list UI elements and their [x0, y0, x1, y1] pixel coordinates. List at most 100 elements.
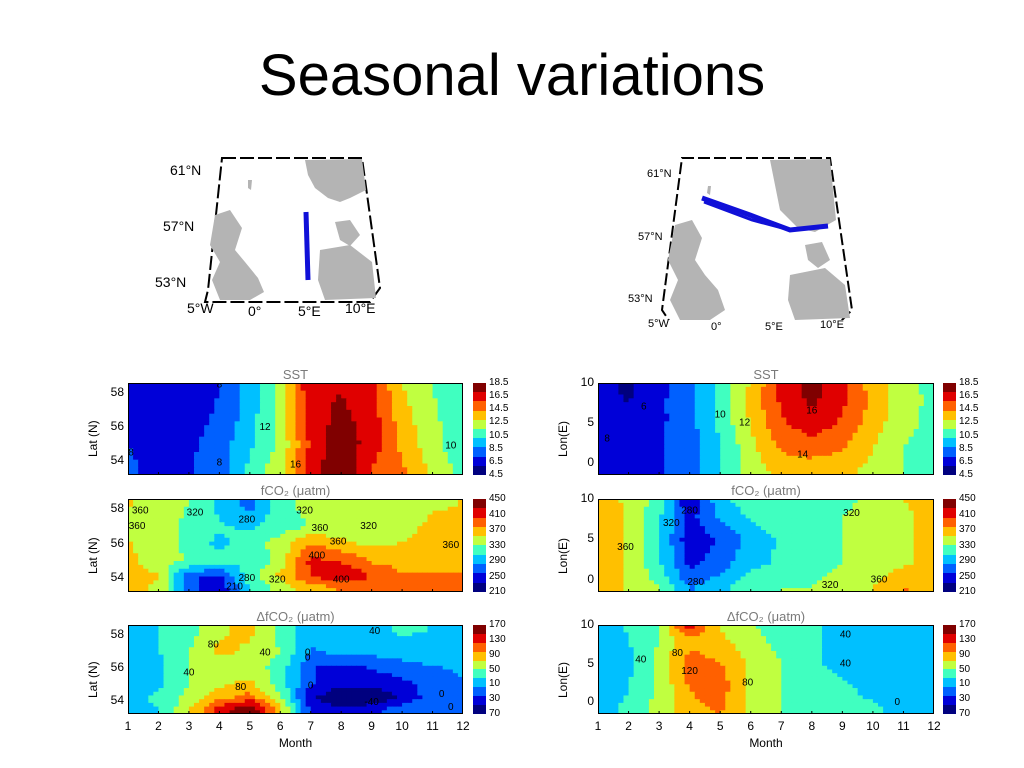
heatmap-cell [816, 413, 823, 419]
heatmap-cell [381, 514, 388, 519]
heatmap-cell [397, 440, 403, 445]
heatmap-cell [689, 406, 696, 411]
heatmap-cell [138, 533, 144, 539]
heatmap-cell [628, 448, 635, 453]
heatmap-cell [173, 429, 180, 434]
heatmap-cell [234, 463, 241, 468]
heatmap-cell [285, 452, 292, 457]
heatmap-cell [771, 467, 777, 472]
heatmap-cell [193, 406, 200, 411]
heatmap-cell [193, 402, 200, 407]
heatmap-cell [214, 588, 220, 592]
heatmap-cell [275, 459, 281, 465]
heatmap-cell [341, 553, 347, 558]
heatmap-cell [295, 448, 302, 453]
heatmap-cell [356, 452, 363, 457]
heatmap-cell [694, 386, 701, 392]
heatmap-cell [234, 549, 241, 554]
heatmap-cell [847, 409, 854, 415]
heatmap-cell [351, 541, 358, 547]
heatmap-cell [163, 459, 170, 465]
heatmap-cell [811, 471, 818, 475]
heatmap-cell [371, 526, 378, 531]
heatmap-cell [796, 409, 803, 415]
left-sst-ylabel: Lat (N) [86, 420, 100, 457]
heatmap-cell [432, 576, 439, 581]
heatmap-cell [310, 533, 317, 539]
heatmap-cell [188, 545, 195, 550]
heatmap-cell [397, 436, 403, 442]
heatmap-cell [290, 444, 297, 449]
heatmap-cell [628, 402, 635, 407]
heatmap-cell [143, 409, 149, 415]
heatmap-cell [219, 506, 226, 512]
heatmap-cell [295, 545, 302, 550]
heatmap-cell [923, 421, 930, 426]
heatmap-cell [893, 429, 899, 434]
heatmap-cell [254, 530, 261, 535]
heatmap-cell [750, 402, 757, 407]
norway-land [305, 159, 366, 202]
heatmap-cell [193, 502, 200, 508]
heatmap-cell [432, 440, 439, 445]
heatmap-cell [158, 417, 165, 422]
heatmap-cell [310, 383, 317, 388]
heatmap-cell [659, 386, 665, 392]
heatmap-cell [239, 506, 246, 512]
heatmap-cell [163, 421, 170, 426]
heatmap-cell [648, 398, 655, 403]
heatmap-cell [341, 530, 347, 535]
heatmap-cell [781, 448, 787, 453]
heatmap-cell [832, 463, 838, 468]
heatmap-cell [412, 576, 418, 581]
heatmap-cell [168, 537, 175, 543]
heatmap-cell [684, 383, 691, 388]
heatmap-cell [229, 580, 236, 585]
heatmap-cell [239, 526, 246, 531]
heatmap-cell [628, 386, 635, 392]
heatmap-cell [310, 576, 317, 581]
heatmap-cell [740, 463, 747, 468]
heatmap-cell [417, 561, 423, 566]
heatmap-cell [679, 499, 686, 504]
heatmap-cell [391, 584, 398, 589]
heatmap-cell [143, 499, 149, 504]
heatmap-cell [730, 429, 737, 434]
heatmap-cell [740, 417, 747, 422]
heatmap-cell [633, 463, 640, 468]
heatmap-cell [158, 409, 165, 415]
heatmap-cell [822, 383, 828, 388]
heatmap-cell [684, 463, 691, 468]
heatmap-cell [760, 459, 767, 465]
heatmap-cell [214, 572, 220, 578]
heatmap-cell [234, 432, 241, 438]
heatmap-cell [229, 549, 236, 554]
heatmap-cell [898, 432, 905, 438]
heatmap-cell [715, 413, 721, 419]
heatmap-cell [457, 467, 463, 472]
heatmap-cell [412, 549, 418, 554]
heatmap-cell [285, 421, 292, 426]
heatmap-cell [664, 467, 670, 472]
heatmap-cell [674, 459, 681, 465]
heatmap-cell [381, 417, 388, 422]
heatmap-cell [397, 576, 403, 581]
heatmap-cell [674, 394, 681, 399]
heatmap-cell [694, 455, 701, 461]
heatmap-cell [148, 537, 154, 543]
heatmap-cell [603, 402, 609, 407]
heatmap-cell [852, 459, 859, 465]
heatmap-cell [867, 421, 874, 426]
heatmap-cell [427, 526, 434, 531]
heatmap-cell [878, 402, 884, 407]
heatmap-cell [801, 467, 808, 472]
heatmap-cell [381, 394, 388, 399]
heatmap-cell [371, 471, 378, 475]
heatmap-cell [659, 463, 665, 468]
heatmap-cell [320, 406, 327, 411]
heatmap-cell [452, 588, 459, 592]
heatmap-cell [422, 580, 429, 585]
heatmap-cell [872, 402, 879, 407]
heatmap-cell [356, 533, 363, 539]
